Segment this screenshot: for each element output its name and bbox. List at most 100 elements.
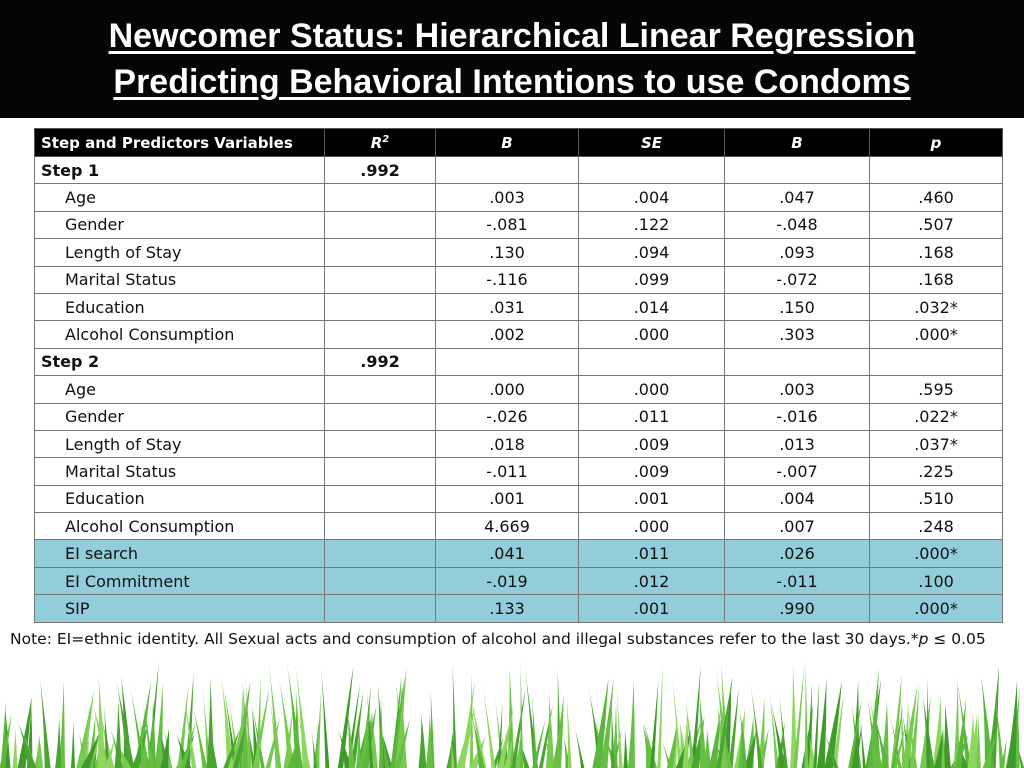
note-threshold: ≤ 0.05 bbox=[928, 630, 986, 648]
header-predictors: Step and Predictors Variables bbox=[34, 128, 325, 157]
grass-blade bbox=[140, 725, 145, 768]
b-cell bbox=[435, 155, 579, 185]
r2-cell bbox=[324, 594, 436, 623]
table-row: Marital Status -.116.099 -.072.168 bbox=[34, 265, 1003, 294]
grass-blade bbox=[517, 735, 530, 768]
grass-blade bbox=[59, 680, 65, 768]
r2-cell bbox=[324, 457, 436, 486]
table-row: EI Commitment -.019.012 -.011.100 bbox=[34, 566, 1003, 596]
r2-cell bbox=[324, 375, 436, 404]
grass-blade bbox=[851, 679, 859, 768]
grass-blade bbox=[346, 707, 356, 768]
grass-blade bbox=[366, 690, 374, 768]
grass-blade bbox=[378, 696, 384, 768]
header-b: B bbox=[435, 128, 579, 157]
p-cell: .168 bbox=[869, 238, 1003, 267]
b-cell: -.116 bbox=[435, 265, 579, 294]
grass-blade bbox=[87, 714, 96, 768]
se-cell: .122 bbox=[578, 210, 725, 240]
r2-cell bbox=[324, 484, 436, 514]
beta-cell bbox=[724, 347, 870, 377]
b-cell: .001 bbox=[435, 484, 579, 514]
grass-blade bbox=[708, 710, 721, 768]
grass-blade bbox=[176, 733, 192, 768]
predictor-cell: Gender bbox=[34, 210, 325, 240]
grass-blade bbox=[728, 688, 739, 768]
grass-blade bbox=[360, 686, 371, 768]
table-body: Step 1.992 Age .003.004.047.460 Gender -.081… bbox=[34, 155, 1003, 623]
grass-blade bbox=[616, 686, 623, 768]
beta-cell: .150 bbox=[724, 292, 870, 322]
p-cell bbox=[869, 347, 1003, 377]
grass-blade bbox=[221, 677, 234, 768]
table-row: Alcohol Consumption .002.000.303.000* bbox=[34, 320, 1003, 349]
beta-cell: .026 bbox=[724, 539, 870, 568]
grass-blade bbox=[295, 663, 310, 768]
grass-blade bbox=[245, 675, 252, 768]
p-cell: .225 bbox=[869, 457, 1003, 486]
grass-blade bbox=[666, 722, 677, 768]
grass-blade bbox=[456, 706, 475, 768]
header-r2: R2 bbox=[324, 128, 436, 157]
grass-blade bbox=[494, 694, 505, 768]
b-cell: .133 bbox=[435, 594, 579, 623]
r2-cell bbox=[324, 238, 436, 267]
grass-blade bbox=[133, 681, 152, 768]
grass-blade bbox=[691, 665, 701, 768]
p-cell: .022* bbox=[869, 402, 1003, 431]
r2-cell bbox=[324, 512, 436, 541]
grass-blade bbox=[208, 718, 218, 768]
r2-cell bbox=[324, 566, 436, 596]
r2-cell bbox=[324, 539, 436, 568]
grass-blade bbox=[778, 691, 788, 768]
b-cell: -.011 bbox=[435, 457, 579, 486]
r2-cell bbox=[324, 210, 436, 240]
se-cell: .009 bbox=[578, 457, 725, 486]
grass-blade bbox=[470, 709, 485, 768]
predictor-cell: Step 2 bbox=[34, 347, 325, 377]
table-row: Age .000.000.003.595 bbox=[34, 375, 1003, 404]
grass-blade bbox=[450, 736, 455, 768]
b-cell: 4.669 bbox=[435, 512, 579, 541]
beta-cell: -.048 bbox=[724, 210, 870, 240]
grass-blade bbox=[813, 680, 820, 768]
grass-blade bbox=[160, 727, 170, 768]
beta-cell: .303 bbox=[724, 320, 870, 349]
se-cell: .099 bbox=[578, 265, 725, 294]
grass-blade bbox=[55, 717, 62, 768]
r2-cell: .992 bbox=[324, 155, 436, 185]
predictor-cell: Education bbox=[34, 484, 325, 514]
grass-blade bbox=[283, 711, 293, 768]
slide-title-line-1: Newcomer Status: Hierarchical Linear Reg… bbox=[108, 17, 916, 55]
grass-blade bbox=[685, 695, 695, 768]
grass-blade bbox=[12, 727, 18, 768]
regression-table: Step and Predictors Variables R2 B SE Β … bbox=[34, 128, 1003, 623]
table-row: Age .003.004.047.460 bbox=[34, 183, 1003, 212]
se-cell: .000 bbox=[578, 320, 725, 349]
beta-cell: -.072 bbox=[724, 265, 870, 294]
grass-blade bbox=[17, 720, 37, 768]
p-cell: .000* bbox=[869, 539, 1003, 568]
regression-table-container: Step and Predictors Variables R2 B SE Β … bbox=[34, 128, 1003, 623]
grass-blade bbox=[804, 660, 809, 768]
grass-blade bbox=[97, 677, 106, 768]
grass-blade bbox=[0, 700, 6, 768]
grass-blade bbox=[934, 728, 943, 768]
beta-cell: .093 bbox=[724, 238, 870, 267]
b-cell: -.026 bbox=[435, 402, 579, 431]
b-cell: .003 bbox=[435, 183, 579, 212]
grass-blade bbox=[627, 679, 635, 768]
grass-blade bbox=[361, 706, 377, 768]
p-cell: .595 bbox=[869, 375, 1003, 404]
beta-cell: .013 bbox=[724, 429, 870, 459]
grass-blade bbox=[592, 677, 609, 768]
grass-blade bbox=[85, 705, 90, 768]
grass-blade bbox=[252, 687, 270, 768]
grass-blade bbox=[491, 737, 504, 768]
grass-blade bbox=[315, 689, 322, 768]
predictor-cell: Marital Status bbox=[34, 265, 325, 294]
b-cell: -.081 bbox=[435, 210, 579, 240]
grass-blade bbox=[721, 677, 732, 768]
table-row: Length of Stay .130.094.093.168 bbox=[34, 238, 1003, 267]
p-cell: .000* bbox=[869, 594, 1003, 623]
